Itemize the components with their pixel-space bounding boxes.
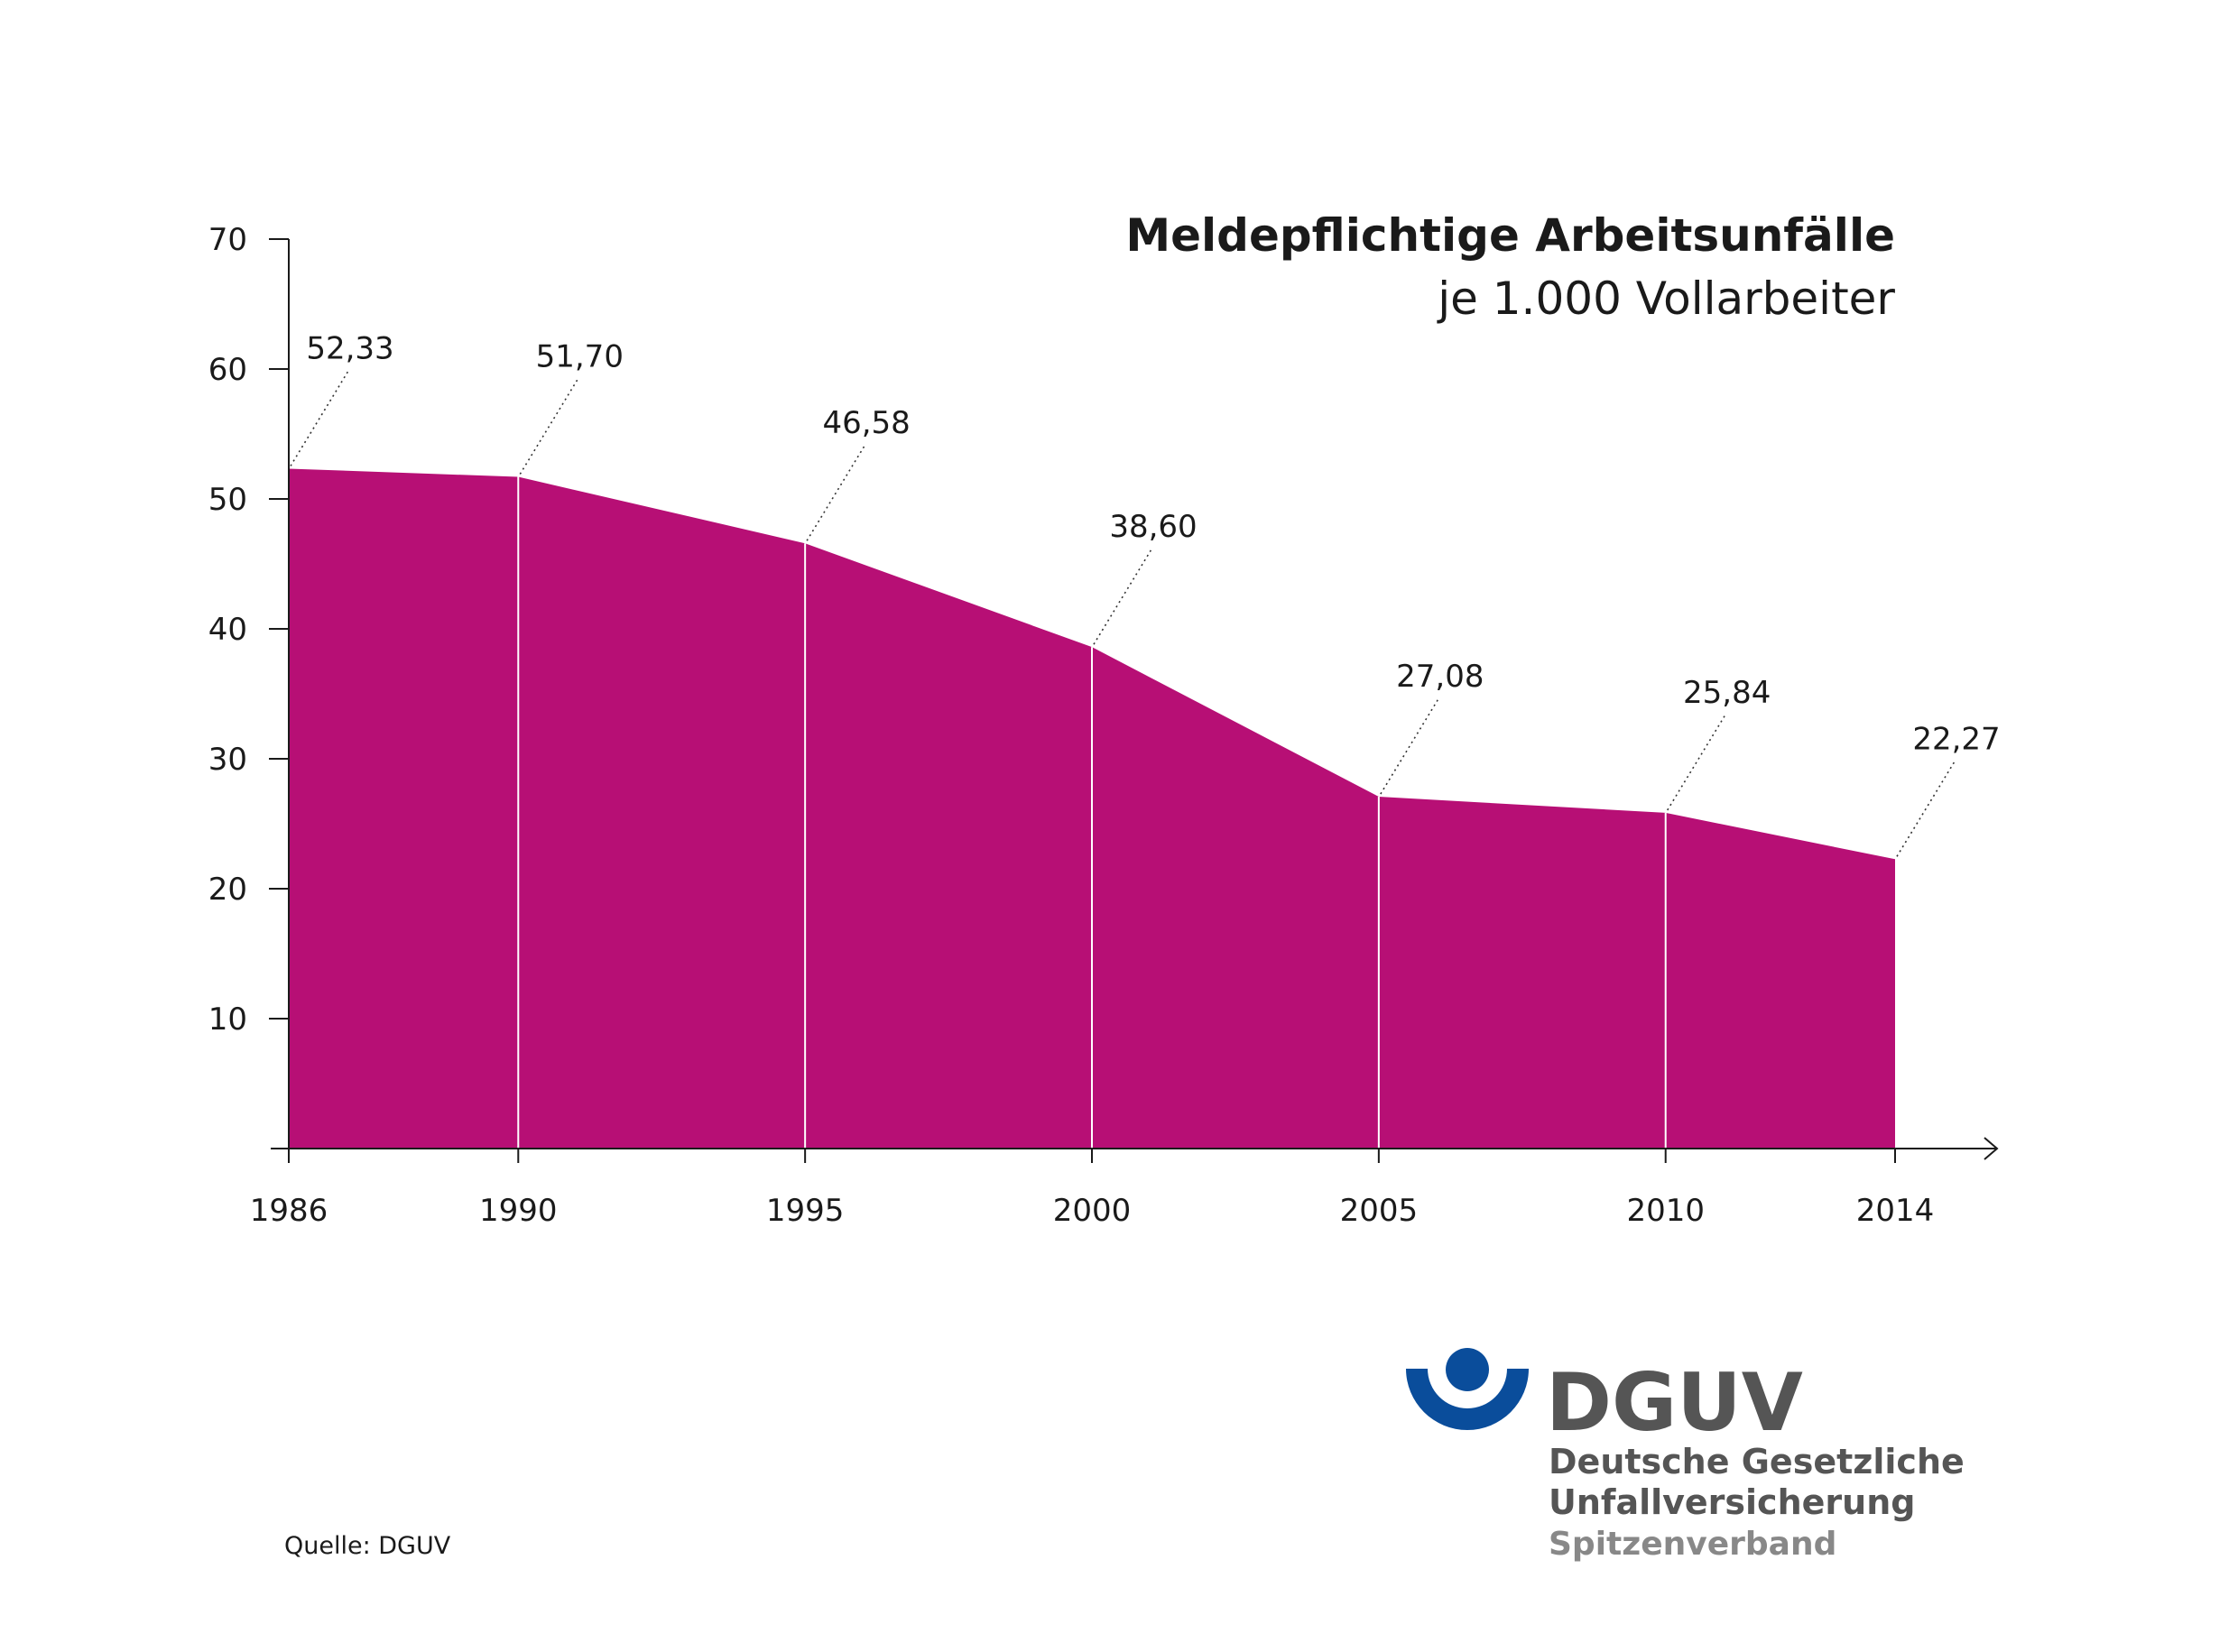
data-label-leader [1667,713,1727,811]
data-label-leader [290,369,350,466]
x-axis-arrow-icon [1984,1137,1999,1160]
data-label-leader [1380,697,1440,795]
data-label: 52,33 [306,330,393,366]
data-label: 51,70 [536,339,624,375]
logo-dot-icon [1446,1348,1489,1391]
source-note: Quelle: DGUV [284,1532,451,1560]
y-tick-label: 30 [208,742,247,778]
x-tick-label: 1990 [479,1193,558,1229]
separator-layer [517,476,1667,1149]
x-tick-label: 1986 [250,1193,328,1229]
logo-arc-icon [1406,1369,1529,1430]
dguv-logo: DGUV Deutsche Gesetzliche Unfallversiche… [1406,1348,1965,1563]
x-tick-label: 2010 [1626,1193,1705,1229]
data-label: 27,08 [1396,659,1484,695]
chart-title: Meldepflichtige Arbeitsunfälle [1125,209,1895,262]
data-label-leader [1896,759,1956,857]
data-label: 25,84 [1683,675,1771,711]
y-tick-label: 60 [208,352,247,388]
data-label: 22,27 [1912,721,2000,757]
logo-line-3: Spitzenverband [1549,1526,1836,1563]
logo-line-1: Deutsche Gesetzliche [1549,1442,1965,1481]
data-label: 46,58 [822,405,910,441]
data-label-leader [519,377,579,475]
axes [269,238,1999,1163]
data-label-leader [806,443,866,541]
y-tick-label: 70 [208,222,247,258]
logo-line-2: Unfallversicherung [1549,1482,1915,1522]
x-tick-label: 2005 [1340,1193,1419,1229]
x-tick-label: 1995 [766,1193,845,1229]
logo-wordmark: DGUV [1546,1356,1803,1449]
chart-subtitle: je 1.000 Vollarbeiter [1437,272,1895,325]
y-tick-label: 50 [208,482,247,518]
x-tick-label: 2000 [1053,1193,1132,1229]
data-label-leader [1093,547,1153,645]
y-tick-label: 10 [208,1001,247,1038]
y-tick-label: 20 [208,872,247,908]
labels: 52,33 1986 51,70 1990 46,58 1995 38,60 2000 27,0… [208,222,2001,1229]
x-tick-label: 2014 [1856,1193,1935,1229]
data-label: 38,60 [1109,509,1197,545]
y-tick-label: 40 [208,612,247,648]
